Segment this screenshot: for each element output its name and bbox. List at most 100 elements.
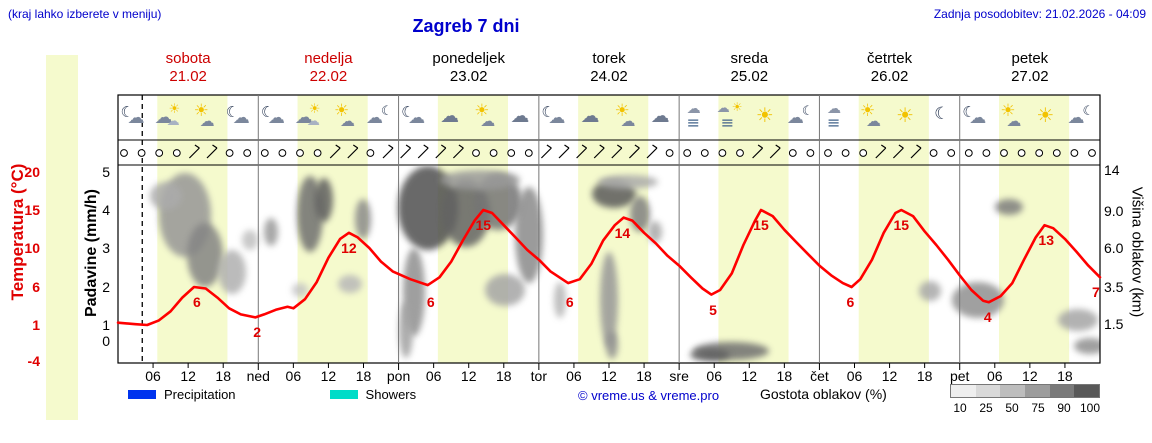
weather-icon-cloud-moon: ☾ ☁ [1067, 99, 1097, 133]
fog-icon: ≡ [826, 113, 841, 132]
temp-value-label: 2 [253, 324, 262, 341]
weather-icon-moon-cloud: ☾ ☁ [541, 99, 571, 133]
hour-tick: 12 [881, 368, 898, 384]
cloud-icon: ☁ [480, 112, 496, 130]
hour-tick: 06 [566, 368, 582, 384]
weather-icon-fog: ☁ ≡ [682, 99, 712, 133]
density-swatch [975, 385, 1001, 397]
weather-icon-cloud: ☁ [647, 99, 677, 133]
day-header: torek 24.02 [590, 50, 628, 86]
hour-tick: 12 [1022, 368, 1038, 384]
fog-icon: ≡ [720, 113, 735, 132]
cloud-icon: ☁ [127, 108, 145, 128]
weather-icon-sun-cloud: ☀ ☁ [471, 99, 501, 133]
day-header: četrtek 26.02 [867, 50, 912, 86]
hour-tick: 12 [460, 368, 477, 384]
day-name: torek [592, 50, 626, 67]
sun-icon: ☀ [168, 102, 181, 117]
sun-icon: ☀ [1036, 103, 1055, 127]
cloud-density-tick-labels: 10 25 50 75 90 100 [947, 401, 1103, 415]
day-header: sobota 21.02 [166, 50, 211, 86]
cloud-icon: ☁ [166, 114, 180, 129]
page-title: Zagreb 7 dni [412, 16, 520, 36]
weather-icon-moon-cloud: ☾ ☁ [226, 99, 256, 133]
day-abbr-tick: pet [949, 368, 970, 384]
temp-value-label: 6 [193, 294, 201, 310]
density-swatch [1074, 385, 1100, 397]
moon-icon: ☾ [934, 104, 950, 124]
hour-tick: 12 [320, 368, 337, 384]
cloud-icon: ☁ [1006, 112, 1022, 130]
day-abbr-tick: sre [669, 368, 689, 384]
weather-icon-sun-cloud: ☀ ☁ [997, 99, 1027, 133]
hour-tick: 18 [636, 368, 652, 384]
cloud-density-colorbar [950, 384, 1100, 398]
cloud-icon: ☁ [199, 112, 215, 130]
sun-icon: ☀ [731, 100, 743, 114]
weather-icon-moon-cloud: ☾ ☁ [401, 99, 431, 133]
hour-tick: 06 [425, 368, 442, 384]
weather-icon-moon: ☾ [927, 99, 957, 133]
day-name: ponedeljek [432, 50, 505, 67]
cloud-icon: ☁ [339, 112, 355, 130]
day-date: 27.02 [1011, 68, 1049, 85]
sun-icon: ☀ [474, 101, 490, 121]
weather-icon-fog-sun: ☀ ☁ ≡ [717, 99, 747, 133]
day-date: 21.02 [169, 68, 207, 85]
day-abbr-tick: ned [246, 368, 270, 384]
temp-value-label: 15 [475, 217, 492, 233]
density-tick: 100 [1079, 401, 1101, 415]
moon-icon: ☾ [381, 104, 393, 119]
day-abbr-tick: čet [810, 368, 829, 384]
cloud-icon: ☁ [686, 101, 701, 117]
cloud-icon: ☁ [969, 108, 987, 128]
density-tick: 25 [979, 401, 993, 415]
temp-value-label: 7 [1092, 284, 1100, 301]
cloud-icon: ☁ [580, 105, 600, 127]
temp-value-label: 6 [846, 294, 855, 310]
day-header: sreda 25.02 [731, 50, 769, 86]
day-header: nedelja 22.02 [304, 50, 352, 86]
hour-tick: 12 [601, 368, 617, 384]
temp-value-label: 13 [1038, 232, 1055, 249]
moon-icon: ☾ [260, 103, 275, 121]
hour-tick: 18 [776, 368, 793, 384]
temp-value-label: 4 [983, 309, 992, 326]
temp-tick: 20 [24, 164, 40, 180]
sun-icon: ☀ [308, 102, 321, 117]
hour-tick: 12 [180, 368, 196, 384]
sun-icon: ☀ [333, 101, 350, 121]
day-header: petek 27.02 [1011, 50, 1049, 86]
credit-link[interactable]: © vreme.us & vreme.pro [578, 388, 720, 403]
precip-tick: 2 [102, 279, 110, 295]
hour-tick: 06 [145, 368, 161, 384]
cloud-density-label: Gostota oblakov (%) [760, 386, 887, 402]
day-date: 24.02 [590, 68, 628, 85]
density-swatch [951, 385, 976, 397]
weather-icon-sun: ☀ [892, 99, 922, 133]
temp-tick: 6 [32, 279, 40, 295]
weather-icon-cloud: ☁ [436, 99, 466, 133]
fog-icon: ≡ [686, 113, 701, 132]
day-name: četrtek [867, 50, 913, 67]
temperature-curve [116, 208, 1102, 327]
temp-value-label: 14 [614, 224, 631, 241]
sun-icon: ☀ [614, 101, 630, 121]
density-swatch [1025, 385, 1050, 397]
showers-swatch [329, 390, 358, 399]
last-update: Zadnja posodobitev: 21.02.2026 - 04:09 [933, 7, 1146, 21]
day-name: sreda [730, 50, 769, 67]
cloud-icon: ☁ [826, 101, 841, 117]
sun-icon: ☀ [193, 101, 209, 121]
density-tick: 90 [1057, 401, 1071, 415]
hour-tick: 06 [285, 368, 302, 384]
day-header: ponedeljek 23.02 [432, 50, 505, 86]
precip-tick: 5 [102, 164, 110, 180]
cloud-height-axis-label: Višina oblakov (km) [1128, 186, 1146, 318]
hour-tick: 06 [846, 368, 863, 384]
cloud-density-blobs [150, 166, 1100, 361]
density-swatch [1049, 385, 1075, 397]
